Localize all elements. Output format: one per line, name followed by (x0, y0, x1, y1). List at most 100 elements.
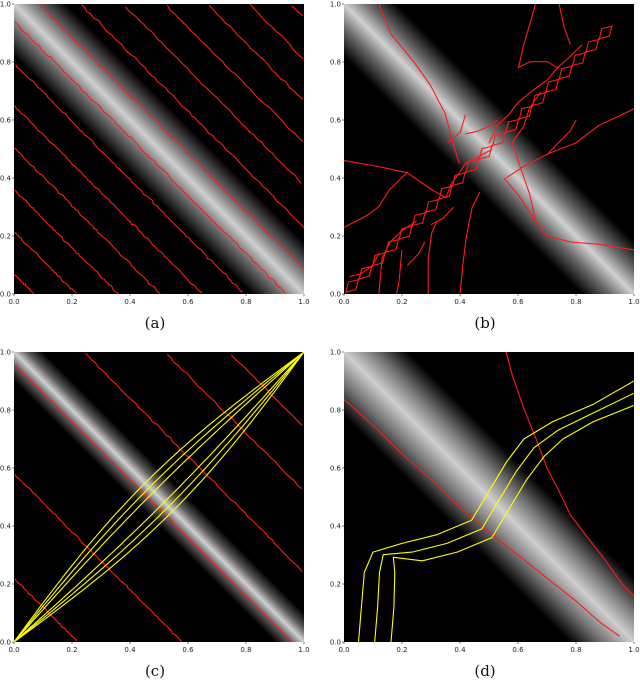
contour-line (15, 364, 292, 641)
x-tick-label: 0.0 (8, 646, 19, 654)
caption-d: (d) (474, 662, 496, 680)
caption-b: (b) (474, 314, 496, 332)
x-tick-label: 0.8 (240, 646, 251, 654)
contour-group (14, 4, 304, 294)
contour-line (488, 44, 583, 144)
contour-line (505, 108, 634, 179)
contour-line (344, 398, 620, 637)
contour-line (166, 353, 303, 490)
y-tick-label: 0.0 (0, 291, 11, 299)
x-tick-label: 0.6 (512, 298, 524, 306)
contour-line (465, 119, 498, 135)
contour-line (249, 4, 304, 60)
contour-line (511, 91, 542, 144)
contour-line (14, 273, 35, 294)
path-line (14, 352, 304, 642)
y-tick-label: 1.0 (330, 349, 341, 357)
x-tick-label: 0.2 (396, 646, 407, 654)
contour-line (546, 119, 577, 156)
y-tick-label: 0.8 (0, 407, 11, 415)
contour-group (344, 352, 634, 642)
contour-line (125, 6, 302, 184)
x-tick-label: 0.2 (66, 646, 77, 654)
path-line (14, 352, 304, 642)
panel-c-plot: 0.00.0 0.2 0.2 0.4 0.4 0.6 0.6 0.8 0.8 1.0 1.0 (0, 349, 310, 655)
x-tick-label: 0.4 (124, 646, 136, 654)
contour-line (81, 4, 304, 229)
contour-line (345, 25, 613, 293)
panel-b-plot: 0.00.0 0.2 0.2 0.4 0.4 0.6 0.6 0.8 0.8 1.0 1.0 (330, 1, 640, 307)
y-tick-label: 0.4 (330, 175, 342, 183)
contour-line (345, 25, 613, 293)
y-tick-label: 0.8 (330, 407, 341, 415)
contour-line (15, 64, 244, 293)
y-tick-label: 0.4 (0, 523, 12, 531)
x-tick-label: 1.0 (298, 298, 309, 306)
path-line (390, 404, 634, 642)
x-tick-label: 0.8 (570, 646, 581, 654)
y-tick-label: 0.2 (330, 233, 341, 241)
y-tick-label: 0.0 (330, 291, 341, 299)
contour-line (208, 4, 304, 100)
contour-line (14, 105, 203, 294)
y-tick-label: 0.4 (0, 175, 12, 183)
contour-line (349, 252, 380, 278)
x-tick-label: 0.8 (240, 298, 251, 306)
contour-line (503, 177, 537, 222)
x-tick-label: 0.4 (124, 298, 136, 306)
y-tick-label: 0.6 (330, 117, 342, 125)
x-tick-label: 1.0 (628, 298, 639, 306)
x-tick-label: 1.0 (298, 646, 309, 654)
y-tick-label: 1.0 (330, 1, 341, 9)
y-tick-label: 0.8 (330, 59, 341, 67)
contour-line (511, 142, 537, 222)
contour-line (427, 221, 438, 294)
contour-line (14, 21, 286, 294)
path-line (14, 352, 304, 642)
contour-line (558, 4, 571, 45)
x-tick-label: 1.0 (628, 646, 639, 654)
caption-c: (c) (144, 662, 166, 680)
contour-line (517, 4, 536, 69)
contour-line (85, 353, 303, 572)
x-tick-label: 0.6 (182, 298, 194, 306)
contour-line (14, 189, 120, 294)
x-tick-label: 0.0 (338, 298, 349, 306)
x-tick-label: 0.2 (66, 298, 77, 306)
path-line (14, 352, 304, 642)
y-tick-label: 0.2 (0, 233, 11, 241)
contour-line (14, 147, 161, 294)
contour-line (14, 474, 183, 642)
y-tick-label: 0.6 (330, 465, 342, 473)
y-tick-label: 0.0 (0, 639, 11, 647)
density-band (14, 4, 304, 294)
y-tick-label: 0.2 (0, 581, 11, 589)
x-tick-label: 0.8 (570, 298, 581, 306)
contour-line (459, 191, 481, 294)
x-tick-label: 0.0 (8, 298, 19, 306)
contour-line (505, 352, 634, 597)
panel-d-plot: 0.00.0 0.2 0.2 0.4 0.4 0.6 0.6 0.8 0.8 1.0 1.0 (330, 349, 640, 655)
x-tick-label: 0.0 (338, 646, 349, 654)
contour-line (378, 4, 460, 164)
contour-line (344, 148, 493, 199)
x-tick-label: 0.6 (182, 646, 194, 654)
contour-line (39, 4, 304, 269)
contour-line (535, 220, 634, 251)
y-tick-label: 0.2 (330, 581, 341, 589)
contour-line (447, 114, 467, 144)
x-tick-label: 0.4 (454, 298, 466, 306)
path-line (374, 392, 634, 642)
density-band (344, 352, 634, 642)
contour-line (407, 241, 426, 266)
x-tick-label: 0.2 (396, 298, 407, 306)
caption-a: (a) (144, 314, 166, 332)
y-tick-label: 1.0 (0, 349, 11, 357)
contour-line (14, 231, 77, 294)
x-tick-label: 0.6 (512, 646, 524, 654)
contour-line (430, 206, 454, 226)
contour-line (344, 171, 409, 228)
contour-line (378, 220, 417, 294)
path-line (357, 380, 634, 642)
contour-line (396, 250, 403, 294)
